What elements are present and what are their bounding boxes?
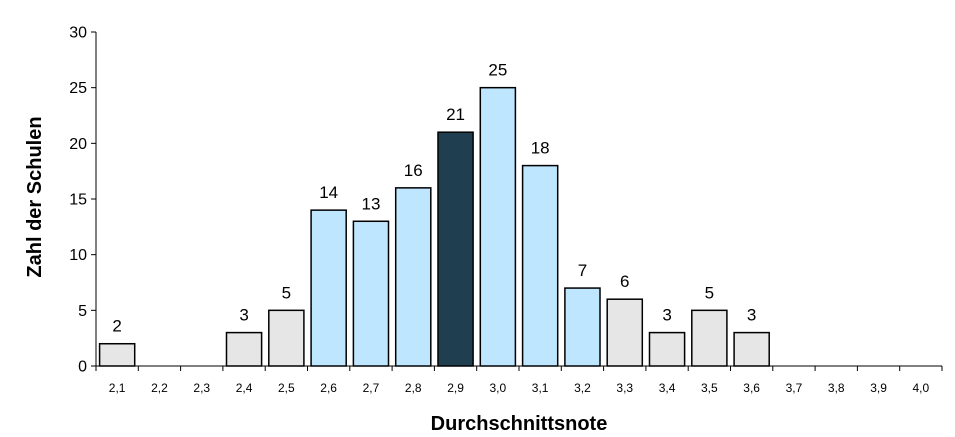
data-label: 18 xyxy=(531,139,550,158)
x-tick-label: 3,2 xyxy=(574,381,591,395)
bar xyxy=(521,164,559,367)
y-axis-ticks: 0 5 10 15 20 25 30 xyxy=(69,25,96,376)
data-label: 6 xyxy=(620,272,629,291)
data-label: 7 xyxy=(578,261,587,280)
data-label: 21 xyxy=(446,105,465,124)
bar xyxy=(225,331,263,367)
data-label: 16 xyxy=(404,161,423,180)
x-axis-title: Durchschnittsnote xyxy=(431,413,608,435)
data-label: 5 xyxy=(705,283,714,302)
data-label: 3 xyxy=(747,306,756,325)
x-tick-label: 2,5 xyxy=(278,381,295,395)
x-tick-label: 3,9 xyxy=(870,381,887,395)
bar xyxy=(437,131,474,367)
bar xyxy=(394,187,432,367)
x-tick-label: 2,8 xyxy=(405,381,422,395)
data-label: 14 xyxy=(319,183,338,202)
x-axis-ticks: 2,1 2,2 2,3 2,4 2,5 2,6 2,7 2,8 2,9 3,0 3,1 3,2 3,3 3… xyxy=(95,366,943,395)
bar xyxy=(733,331,770,367)
bar xyxy=(268,309,305,367)
y-tick-label: 25 xyxy=(69,80,87,97)
x-tick-label: 3,5 xyxy=(701,381,718,395)
data-label: 25 xyxy=(488,61,507,80)
x-tick-label: 2,1 xyxy=(109,381,126,395)
y-tick-label: 20 xyxy=(69,136,87,153)
bar xyxy=(98,342,136,367)
x-tick-label: 2,7 xyxy=(363,381,380,395)
data-labels: 2 3 5 14 13 16 21 25 18 7 6 3 5 3 xyxy=(112,61,756,336)
x-tick-label: 2,3 xyxy=(193,381,210,395)
bar xyxy=(310,209,347,367)
x-tick-label: 3,3 xyxy=(616,381,633,395)
data-label: 5 xyxy=(282,283,291,302)
bar xyxy=(352,220,390,367)
y-tick-label: 15 xyxy=(69,192,87,209)
x-tick-label: 2,4 xyxy=(236,381,253,395)
bar xyxy=(648,331,686,367)
y-axis-title: Zahl der Schulen xyxy=(24,116,46,277)
x-tick-label: 3,4 xyxy=(659,381,676,395)
data-label: 13 xyxy=(361,194,380,213)
data-label: 2 xyxy=(112,317,121,336)
bar xyxy=(564,287,601,367)
x-tick-label: 3,6 xyxy=(743,381,760,395)
data-label: 3 xyxy=(662,306,671,325)
bar xyxy=(606,298,644,367)
x-tick-label: 2,2 xyxy=(151,381,168,395)
y-tick-label: 30 xyxy=(69,25,87,42)
x-tick-label: 2,9 xyxy=(447,381,464,395)
x-tick-label: 3,1 xyxy=(532,381,549,395)
x-tick-label: 3,7 xyxy=(786,381,803,395)
y-tick-label: 5 xyxy=(78,303,87,320)
bar xyxy=(479,86,517,367)
y-tick-label: 0 xyxy=(78,359,87,376)
data-label: 3 xyxy=(239,306,248,325)
bar xyxy=(691,309,728,367)
x-tick-label: 3,0 xyxy=(490,381,507,395)
x-tick-label: 4,0 xyxy=(913,381,930,395)
x-tick-label: 3,8 xyxy=(828,381,845,395)
y-tick-label: 10 xyxy=(69,247,87,264)
x-tick-label: 2,6 xyxy=(320,381,337,395)
